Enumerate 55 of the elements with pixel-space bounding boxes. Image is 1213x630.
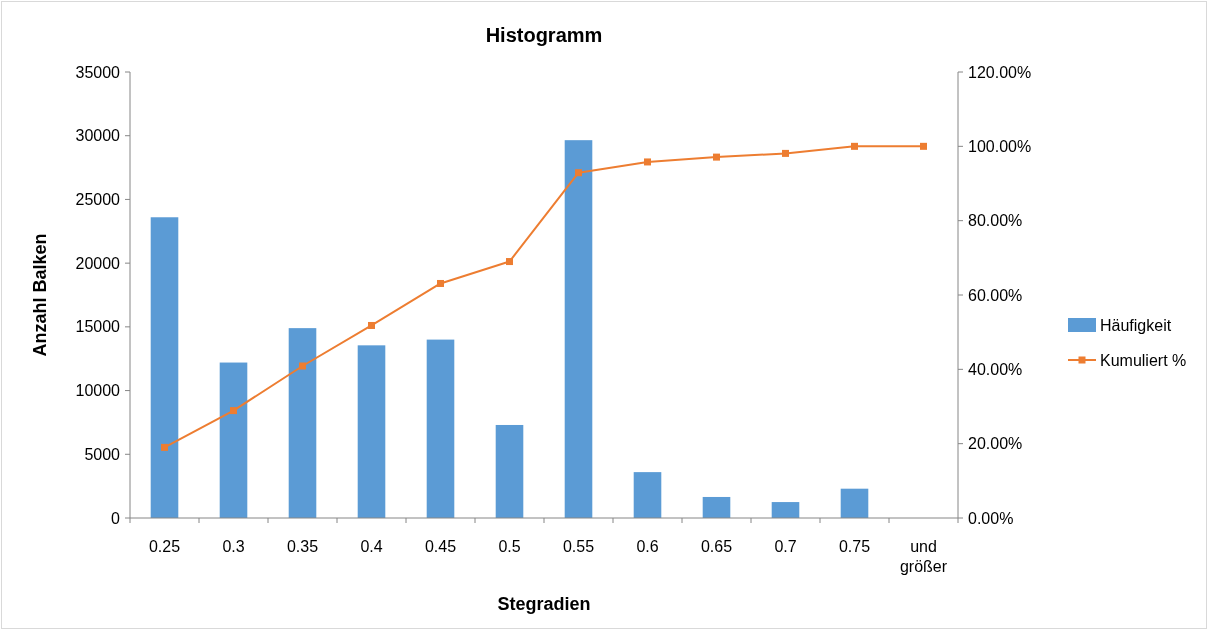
bar xyxy=(495,424,524,518)
x-tick-label: 0.3 xyxy=(222,538,245,555)
point xyxy=(713,153,720,161)
x-tick-label: 0.45 xyxy=(424,538,457,555)
y-tick-label: 10000 xyxy=(75,382,121,400)
x-tick-label: 0.5 xyxy=(498,538,521,555)
bar xyxy=(564,140,593,518)
x-tick-label: 0.35 xyxy=(286,538,319,555)
point xyxy=(506,258,513,266)
point xyxy=(161,443,168,451)
y2-tick-label: 0.00% xyxy=(968,509,1014,527)
point xyxy=(644,158,651,166)
bar xyxy=(426,339,455,518)
bar xyxy=(219,362,248,518)
x-tick-label: 0.25 xyxy=(148,538,181,555)
point xyxy=(437,279,444,287)
x-tick-label: und größer xyxy=(899,538,948,575)
bar xyxy=(702,496,731,518)
point xyxy=(575,169,582,177)
x-tick-label: 0.6 xyxy=(636,538,659,555)
y-tick-label: 20000 xyxy=(75,254,121,272)
point xyxy=(368,321,375,329)
x-tick-label: 0.7 xyxy=(774,538,797,555)
x-tick-label: 0.75 xyxy=(838,538,871,555)
y-tick-label: 0 xyxy=(111,509,121,527)
point xyxy=(851,142,858,150)
x-tick-label: 0.4 xyxy=(360,538,383,555)
point xyxy=(920,142,927,150)
x-axis-title: Stegradien xyxy=(497,594,591,614)
point xyxy=(782,149,789,157)
y2-tick-label: 60.00% xyxy=(968,286,1023,304)
bar xyxy=(633,472,662,518)
y-tick-label: 25000 xyxy=(75,191,121,209)
bar xyxy=(840,488,869,518)
legend-label: Häufigkeit xyxy=(1100,316,1172,334)
bar xyxy=(288,328,317,518)
chart-title: Histogramm xyxy=(485,24,603,46)
y-tick-label: 5000 xyxy=(84,445,121,463)
y2-tick-label: 40.00% xyxy=(968,360,1023,378)
bar xyxy=(357,345,386,518)
y2-tick-label: 20.00% xyxy=(968,435,1023,453)
x-tick-label: 0.55 xyxy=(562,538,595,555)
bar xyxy=(150,217,179,518)
y-tick-label: 35000 xyxy=(75,63,121,81)
y2-tick-label: 100.00% xyxy=(968,137,1032,155)
bar xyxy=(771,502,800,518)
y-tick-label: 15000 xyxy=(75,318,121,336)
point xyxy=(299,362,306,370)
legend-label: Kumuliert % xyxy=(1100,351,1187,369)
point xyxy=(230,407,237,415)
y2-tick-label: 120.00% xyxy=(968,63,1032,81)
y2-tick-label: 80.00% xyxy=(968,212,1023,230)
x-tick-label: 0.65 xyxy=(700,538,733,555)
y-tick-label: 30000 xyxy=(75,127,121,145)
y-axis-title: Anzahl Balken xyxy=(30,233,50,357)
